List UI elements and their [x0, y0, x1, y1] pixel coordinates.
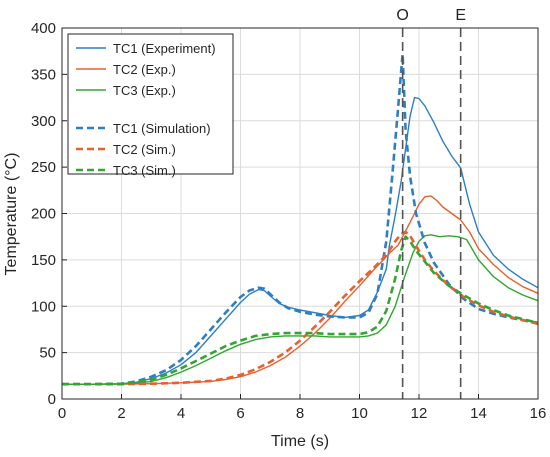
y-tick-label: 300: [31, 113, 56, 130]
legend-label: TC1 (Simulation): [113, 121, 211, 136]
x-tick-label: 2: [117, 405, 125, 422]
y-axis-label: Temperature (°C): [3, 153, 20, 276]
grid: [62, 28, 538, 399]
x-tick-label: 16: [530, 405, 547, 422]
x-axis-label: Time (s): [271, 433, 329, 450]
y-tick-label: 200: [31, 206, 56, 223]
event-label-o: O: [396, 7, 408, 24]
x-tick-label: 8: [296, 405, 304, 422]
y-tick-label: 50: [39, 345, 56, 362]
legend-label: TC2 (Exp.): [113, 62, 176, 77]
series-line-2: [62, 195, 539, 385]
x-tick-label: 4: [177, 405, 185, 422]
legend-label: TC2 (Sim.): [113, 142, 176, 157]
x-tick-label: 12: [411, 405, 428, 422]
x-tick-label: 0: [58, 405, 66, 422]
y-tick-label: 250: [31, 159, 56, 176]
series-line-1: [62, 96, 539, 385]
y-tick-label: 100: [31, 298, 56, 315]
legend-label: TC3 (Sim.): [113, 163, 176, 178]
event-label-e: E: [455, 7, 466, 24]
series-line-3: [62, 234, 539, 385]
y-tick-label: 150: [31, 252, 56, 269]
series-line-6: [62, 235, 539, 386]
legend-label: TC1 (Experiment): [113, 41, 216, 56]
legend-label: TC3 (Exp.): [113, 83, 176, 98]
legend: TC1 (Experiment) TC2 (Exp.) TC3 (Exp.) TC1 …: [67, 33, 234, 178]
legend-box: [67, 33, 234, 175]
series-line-4: [62, 52, 539, 386]
axis-ticks: 0 2 4 6 8 10 12 14 16 0 50 100 150 200 250 300 350 400: [31, 20, 546, 422]
x-tick-label: 6: [236, 405, 244, 422]
y-tick-label: 350: [31, 66, 56, 83]
x-tick-label: 14: [470, 405, 487, 422]
y-tick-label: 0: [48, 391, 56, 408]
x-tick-label: 10: [351, 405, 368, 422]
y-tick-label: 400: [31, 20, 56, 37]
